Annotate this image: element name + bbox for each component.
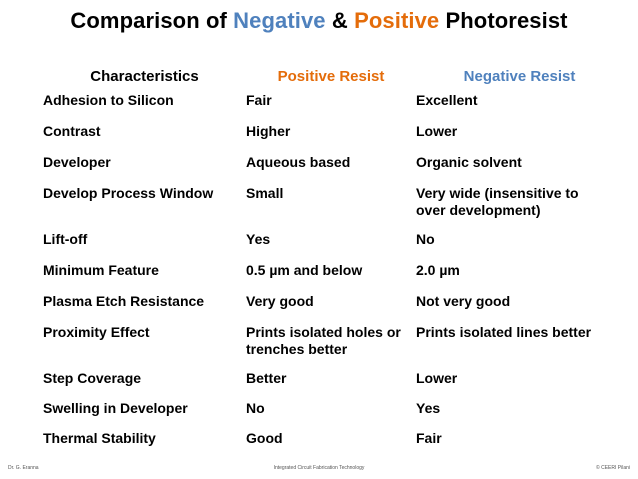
row-negative-value: Very wide (insensitive to over developme…	[416, 185, 579, 218]
footer-author: Dr. G. Eranna	[8, 465, 39, 471]
page-title: Comparison of Negative & Positive Photor…	[0, 8, 638, 34]
table-row: Develop Process Window Small Very wide (…	[43, 185, 623, 231]
header-negative-resist: Negative Resist	[463, 67, 576, 85]
row-positive-value: Yes	[246, 231, 271, 247]
table-row: Minimum Feature 0.5 µm and below 2.0 µm	[43, 262, 623, 293]
row-characteristic: Adhesion to Silicon	[43, 92, 174, 108]
title-negative: Negative	[233, 8, 326, 33]
row-characteristic: Plasma Etch Resistance	[43, 293, 205, 309]
title-ampersand: &	[325, 8, 355, 33]
row-negative-value: 2.0 µm	[416, 262, 460, 278]
row-negative-value: Prints isolated lines better	[416, 324, 592, 340]
row-positive-value: No	[246, 400, 265, 416]
table-header-row: Characteristics Positive Resist Negative…	[43, 60, 623, 92]
row-negative-value: Fair	[416, 430, 442, 446]
header-positive-resist: Positive Resist	[277, 67, 385, 85]
table-row: Adhesion to Silicon Fair Excellent	[43, 92, 623, 123]
row-positive-value: Fair	[246, 92, 272, 108]
row-characteristic: Lift-off	[43, 231, 88, 247]
table-row: Developer Aqueous based Organic solvent	[43, 154, 623, 185]
title-positive: Positive	[354, 8, 440, 33]
row-negative-value: No	[416, 231, 435, 247]
row-positive-value: Aqueous based	[246, 154, 351, 170]
row-positive-value: Small	[246, 185, 284, 201]
row-positive-value: Better	[246, 370, 287, 386]
row-negative-value: Excellent	[416, 92, 478, 108]
row-characteristic: Contrast	[43, 123, 101, 139]
row-characteristic: Thermal Stability	[43, 430, 156, 446]
header-characteristics: Characteristics	[90, 67, 199, 85]
row-positive-value: Prints isolated holes or trenches better	[246, 324, 401, 357]
table-row: Plasma Etch Resistance Very good Not ver…	[43, 293, 623, 324]
row-positive-value: Higher	[246, 123, 291, 139]
comparison-table: Characteristics Positive Resist Negative…	[43, 60, 623, 460]
row-positive-value: Good	[246, 430, 283, 446]
footer-copyright: © CEERI Pilani	[596, 465, 630, 471]
row-characteristic: Proximity Effect	[43, 324, 150, 340]
row-negative-value: Lower	[416, 370, 458, 386]
footer-course: Integrated Circuit Fabrication Technolog…	[273, 465, 365, 471]
table-row: Proximity Effect Prints isolated holes o…	[43, 324, 623, 370]
row-characteristic: Swelling in Developer	[43, 400, 188, 416]
title-suffix: Photoresist	[439, 8, 568, 33]
table-row: Swelling in Developer No Yes	[43, 400, 623, 430]
row-characteristic: Develop Process Window	[43, 185, 214, 201]
row-characteristic: Developer	[43, 154, 111, 170]
title-prefix: Comparison of	[70, 8, 234, 33]
row-negative-value: Lower	[416, 123, 458, 139]
row-positive-value: Very good	[246, 293, 314, 309]
slide-footer: Dr. G. Eranna Integrated Circuit Fabrica…	[0, 465, 638, 477]
row-negative-value: Not very good	[416, 293, 511, 309]
row-positive-value: 0.5 µm and below	[246, 262, 363, 278]
row-negative-value: Yes	[416, 400, 441, 416]
table-row: Lift-off Yes No	[43, 231, 623, 262]
row-characteristic: Minimum Feature	[43, 262, 159, 278]
table-row: Contrast Higher Lower	[43, 123, 623, 154]
row-characteristic: Step Coverage	[43, 370, 142, 386]
table-row: Step Coverage Better Lower	[43, 370, 623, 400]
table-row: Thermal Stability Good Fair	[43, 430, 623, 460]
row-negative-value: Organic solvent	[416, 154, 522, 170]
